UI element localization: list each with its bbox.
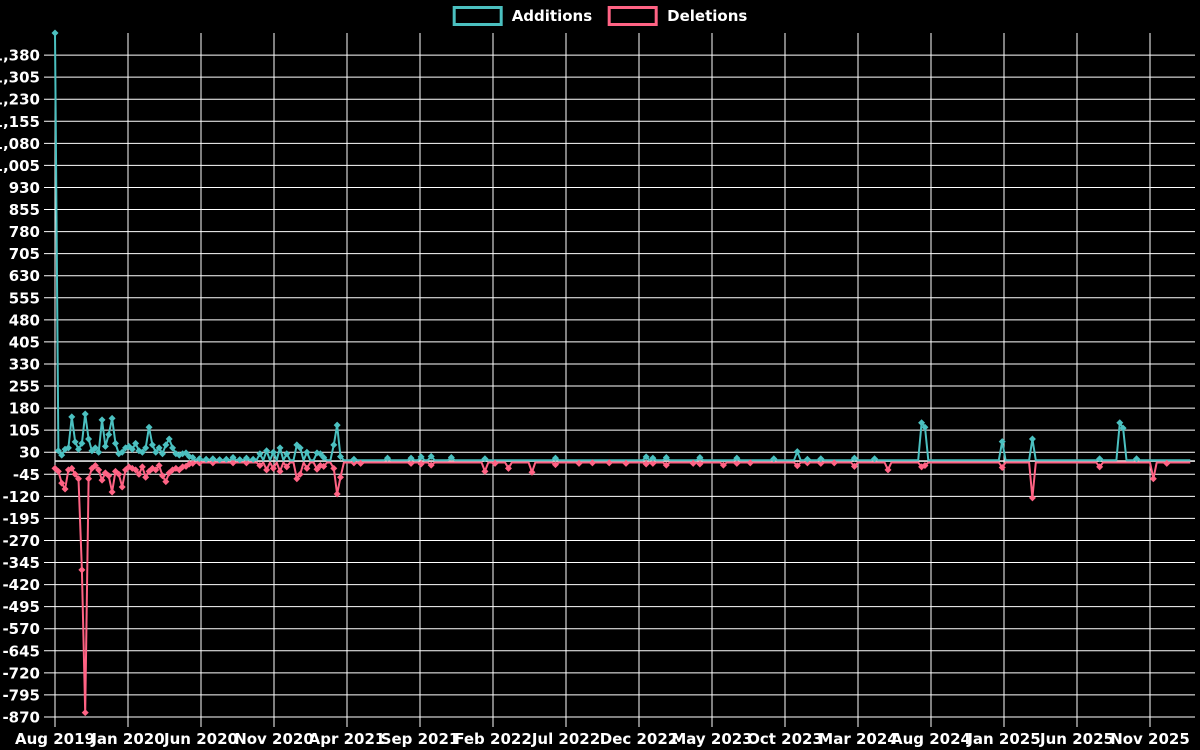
legend-item-deletions[interactable]: Deletions: [608, 6, 747, 26]
svg-text:Nov 2020: Nov 2020: [234, 730, 314, 748]
legend-item-additions[interactable]: Additions: [452, 6, 593, 26]
svg-text:Dec 2022: Dec 2022: [600, 730, 679, 748]
svg-text:Feb 2022: Feb 2022: [454, 730, 532, 748]
svg-text:1,380: 1,380: [0, 47, 40, 65]
svg-text:555: 555: [9, 289, 40, 307]
svg-text:405: 405: [9, 333, 40, 351]
svg-text:Aug 2019: Aug 2019: [15, 730, 95, 748]
deletions-swatch-icon: [608, 6, 659, 26]
svg-text:30: 30: [19, 444, 40, 462]
deletions-legend-label: Deletions: [667, 6, 748, 25]
svg-text:-345: -345: [2, 554, 40, 572]
svg-text:855: 855: [9, 201, 40, 219]
svg-text:Jun 2025: Jun 2025: [1039, 730, 1114, 748]
svg-text:630: 630: [9, 267, 40, 285]
svg-text:-795: -795: [2, 686, 40, 704]
svg-text:705: 705: [9, 245, 40, 263]
svg-text:255: 255: [9, 378, 40, 396]
svg-text:-195: -195: [2, 510, 40, 528]
svg-text:480: 480: [9, 311, 40, 329]
svg-text:1,005: 1,005: [0, 157, 40, 175]
svg-text:330: 330: [9, 355, 40, 373]
svg-text:180: 180: [9, 400, 40, 418]
additions-legend-label: Additions: [511, 6, 593, 25]
svg-text:780: 780: [9, 223, 40, 241]
svg-text:-45: -45: [13, 466, 40, 484]
svg-text:Jul 2022: Jul 2022: [531, 730, 600, 748]
svg-text:Jun 2020: Jun 2020: [163, 730, 238, 748]
svg-text:-570: -570: [2, 620, 40, 638]
svg-text:-270: -270: [2, 532, 40, 550]
svg-text:May 2023: May 2023: [671, 730, 752, 748]
svg-text:1,305: 1,305: [0, 69, 40, 87]
svg-text:Sep 2021: Sep 2021: [381, 730, 460, 748]
svg-text:Jan 2025: Jan 2025: [966, 730, 1040, 748]
svg-text:-870: -870: [2, 709, 40, 727]
svg-text:Oct 2023: Oct 2023: [747, 730, 823, 748]
svg-text:930: 930: [9, 179, 40, 197]
svg-text:1,155: 1,155: [0, 113, 40, 131]
svg-text:-495: -495: [2, 598, 40, 616]
svg-text:1,080: 1,080: [0, 135, 40, 153]
svg-text:Jan 2020: Jan 2020: [90, 730, 164, 748]
svg-text:-645: -645: [2, 642, 40, 660]
svg-text:Nov 2025: Nov 2025: [1110, 730, 1190, 748]
svg-text:Aug 2024: Aug 2024: [891, 730, 971, 748]
svg-text:-420: -420: [2, 576, 40, 594]
svg-text:Apr 2021: Apr 2021: [309, 730, 386, 748]
svg-text:1,230: 1,230: [0, 91, 40, 109]
svg-text:-120: -120: [2, 488, 40, 506]
svg-text:105: 105: [9, 422, 40, 440]
additions-swatch-icon: [452, 6, 503, 26]
chart-legend: Additions Deletions: [452, 6, 747, 26]
svg-text:Mar 2024: Mar 2024: [818, 730, 897, 748]
svg-text:-720: -720: [2, 664, 40, 682]
